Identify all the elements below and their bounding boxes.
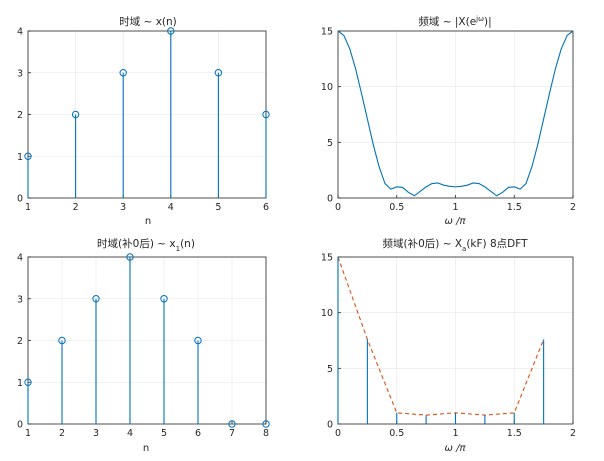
y-tick-label: 3	[17, 68, 23, 79]
x-tick-label: 5	[215, 202, 221, 213]
panel-dft-zero-padded: 频域(补0后) ~ Xa(kF) 8点DFT ω /π 0 0.5 1 1.5 2 0 5 1…	[321, 237, 576, 454]
y-tick-label: 1	[17, 152, 23, 163]
y-tick-label: 15	[321, 27, 333, 38]
y-tick-label: 1	[17, 378, 23, 389]
y-tick-label: 2	[17, 336, 23, 347]
chart-title: 频域 ~ |X(ejω)|	[418, 15, 491, 28]
stem-marker	[92, 295, 100, 303]
x-tick-label: 1	[452, 202, 458, 213]
x-tick-label: 7	[229, 428, 235, 439]
stem-marker	[167, 27, 175, 35]
panel-frequency-domain: 频域 ~ |X(ejω)| ω /π 0 0.5 1 1.5 2 0 5 10 15	[321, 15, 576, 227]
stem-marker	[126, 253, 134, 261]
y-tick-label: 0	[327, 194, 333, 205]
y-tick-label: 5	[327, 138, 333, 149]
plot-area	[27, 256, 267, 425]
stem-marker	[24, 152, 32, 160]
stem-marker	[262, 420, 270, 428]
stem-marker	[160, 295, 168, 303]
x-tick-label: 4	[127, 428, 133, 439]
y-tick-label: 10	[321, 308, 333, 319]
x-tick-label: 0.5	[389, 428, 404, 439]
x-tick-label: 3	[93, 428, 99, 439]
y-tick-label: 0	[327, 420, 333, 431]
y-tick-label: 5	[327, 364, 333, 375]
y-tick-label: 15	[321, 253, 333, 264]
magnitude-curve	[337, 30, 574, 197]
stem-marker	[24, 378, 32, 386]
x-tick-label: 2	[570, 202, 576, 213]
y-tick-label: 4	[17, 253, 23, 264]
x-tick-label: 4	[168, 202, 174, 213]
x-tick-label: 0	[335, 428, 341, 439]
chart-title: 频域(补0后) ~ Xa(kF) 8点DFT	[382, 237, 528, 253]
y-tick-label: 2	[17, 110, 23, 121]
x-tick-label: 1.5	[507, 428, 522, 439]
x-axis-label: n	[143, 443, 149, 454]
dft-envelope-line	[337, 256, 545, 416]
x-tick-label: 8	[263, 428, 269, 439]
x-tick-label: 1	[452, 428, 458, 439]
x-tick-label: 1	[25, 202, 31, 213]
x-tick-label: 6	[195, 428, 201, 439]
x-tick-label: 0	[335, 202, 341, 213]
stem-marker	[214, 69, 223, 77]
stem-marker	[262, 110, 270, 119]
chart-title: 时域(补0后) ~ x1(n)	[97, 237, 195, 253]
y-tick-label: 3	[17, 294, 23, 305]
x-tick-label: 1.5	[507, 202, 522, 213]
stem-marker	[119, 69, 127, 77]
y-tick-label: 4	[17, 27, 23, 38]
stem-marker	[228, 420, 236, 428]
x-tick-label: 5	[161, 428, 167, 439]
x-tick-label: 6	[263, 202, 269, 213]
x-tick-label: 2	[73, 202, 79, 213]
stem-marker	[194, 336, 202, 345]
stem-marker	[58, 336, 66, 345]
x-axis-label: ω /π	[445, 443, 467, 454]
y-tick-label: 10	[321, 82, 333, 93]
y-tick-label: 0	[17, 420, 23, 431]
x-tick-label: 1	[25, 428, 31, 439]
x-tick-label: 2	[570, 428, 576, 439]
stem-marker	[71, 110, 80, 119]
plot-area	[337, 30, 574, 199]
x-axis-label: n	[145, 216, 151, 227]
x-tick-label: 0.5	[389, 202, 404, 213]
y-tick-label: 0	[17, 194, 23, 205]
x-axis-label: ω /π	[445, 216, 467, 227]
x-tick-label: 2	[59, 428, 65, 439]
x-tick-label: 3	[120, 202, 126, 213]
chart-title: 时域 ~ x(n)	[119, 15, 177, 28]
